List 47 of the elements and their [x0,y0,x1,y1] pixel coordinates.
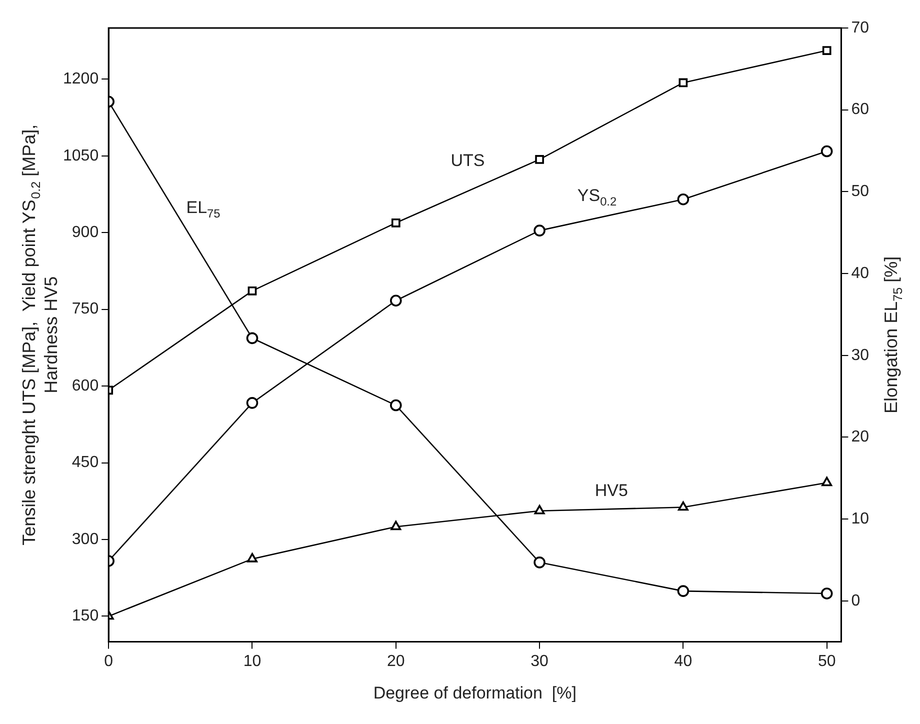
point [248,286,257,296]
x-tick-label: 40 [674,652,692,670]
series-label: HV5 [594,480,628,500]
point [678,501,688,511]
series-label: UTS [450,150,485,170]
x-tick-label: 0 [104,652,114,670]
y2-tick-label: 10 [851,510,870,528]
point [535,155,544,164]
point [246,332,258,344]
x-tick-label: 20 [386,652,405,670]
text: Tensile strenght UTS [MPa], Yield point YS0.2 [MPa], Hardness HV5 [18,124,61,546]
x-tick-label: 50 [818,652,836,670]
y2-tick-label: 50 [851,183,870,200]
point [391,218,400,228]
point [677,585,690,597]
y2-tick-label: 70 [851,19,870,36]
y-tick-label: 600 [72,377,99,394]
x-axis-title: Degree of deformation [%] [373,684,576,703]
y-tick-label: 900 [72,224,99,242]
y-tick-label: 750 [72,300,99,318]
point [390,294,402,307]
y-tick-label: 300 [72,530,99,548]
y-tick-label: 150 [72,608,99,625]
y-tick-label: 1200 [63,70,99,88]
point [820,145,833,158]
point [246,397,258,409]
y-tick-label: 1050 [63,147,99,164]
point [534,556,546,568]
point [534,504,545,514]
y2-axis-title: Elongation EL75 [%] [880,256,905,414]
y2-tick-label: 40 [851,264,870,282]
point [247,553,258,562]
point [822,476,832,486]
point [677,193,690,206]
x-tick-label: 10 [243,652,262,670]
point [534,224,546,236]
y2-tick-label: 0 [851,592,860,610]
y2-tick-label: 20 [851,428,870,446]
y-tick-label: 450 [72,454,99,472]
point [390,520,402,530]
y2-tick-label: 60 [851,101,870,118]
x-tick-label: 30 [530,652,549,670]
point [678,78,688,88]
y2-tick-label: 30 [851,346,870,364]
point [822,46,832,55]
point [820,588,833,600]
point [390,399,402,412]
